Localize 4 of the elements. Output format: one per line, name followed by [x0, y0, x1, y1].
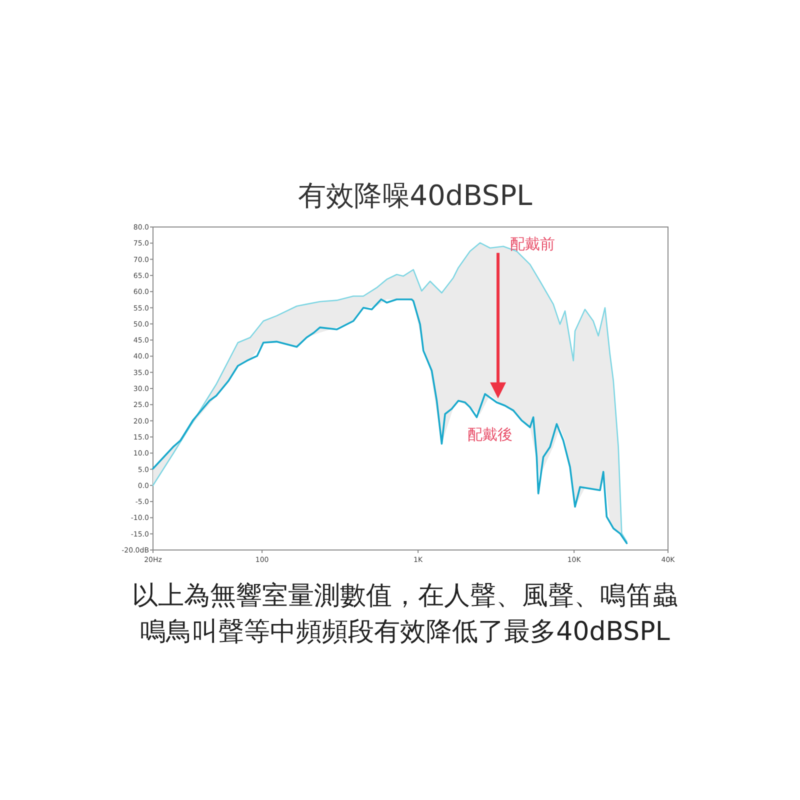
chart-title: 有效降噪40dBSPL	[298, 179, 533, 212]
series-label: 配戴前	[510, 234, 556, 253]
text: 以上為無響室量測數值，在人聲、風聲、鳴笛蟲鳴鳥叫聲等中頻頻段有效降低了最多40dBSPL	[131, 580, 679, 649]
series-label: 配戴後	[468, 425, 513, 444]
